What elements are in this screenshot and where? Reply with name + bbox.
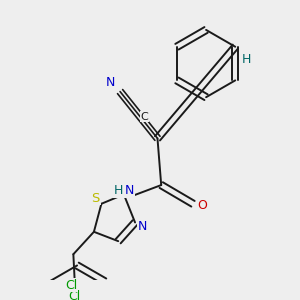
Text: Cl: Cl [69,290,81,300]
Text: O: O [197,199,207,212]
Text: S: S [92,192,100,205]
Text: N: N [106,76,116,89]
Text: H: H [242,53,251,66]
Text: H: H [113,184,123,197]
Text: N: N [138,220,147,233]
Text: C: C [140,112,148,122]
Text: N: N [125,184,134,197]
Text: Cl: Cl [65,279,77,292]
